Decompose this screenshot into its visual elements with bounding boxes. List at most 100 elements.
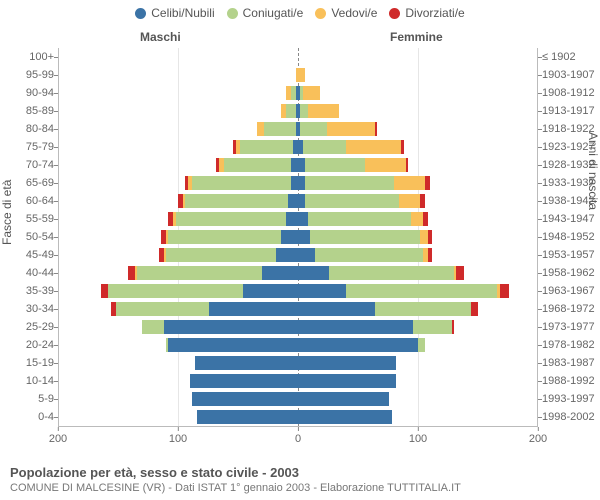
x-tick: 100	[409, 427, 427, 445]
bar-segment	[298, 212, 308, 226]
x-tick-label: 200	[49, 433, 67, 445]
bar-segment	[224, 158, 291, 172]
bar-segment	[305, 158, 365, 172]
bar-male	[159, 248, 298, 262]
bar-segment	[298, 356, 396, 370]
age-label: 70-74	[10, 156, 54, 174]
legend-label: Vedovi/e	[331, 6, 377, 20]
birth-year-label: 1938-1942	[542, 192, 596, 210]
bar-female	[298, 86, 320, 100]
age-label: 60-64	[10, 192, 54, 210]
bar-male	[257, 122, 298, 136]
bar-male	[166, 338, 298, 352]
birth-year-label: 1933-1937	[542, 174, 596, 192]
bar-male	[192, 392, 298, 406]
bar-segment	[168, 230, 281, 244]
bar-segment	[298, 158, 305, 172]
bar-segment	[298, 248, 315, 262]
chart-subtitle: COMUNE DI MALCESINE (VR) - Dati ISTAT 1°…	[10, 482, 590, 494]
bar-segment	[298, 230, 310, 244]
age-row: 75-791923-1927	[58, 138, 538, 156]
bar-male	[178, 194, 298, 208]
bar-segment	[168, 338, 298, 352]
age-row: 95-991903-1907	[58, 66, 538, 84]
age-label: 25-29	[10, 318, 54, 336]
bar-segment	[298, 68, 305, 82]
age-label: 90-94	[10, 84, 54, 102]
bar-female	[298, 338, 425, 352]
bar-segment	[399, 194, 421, 208]
bar-male	[281, 104, 298, 118]
legend-swatch	[389, 8, 400, 19]
bar-segment	[288, 194, 298, 208]
bar-male	[233, 140, 298, 154]
bar-segment	[428, 230, 433, 244]
bar-female	[298, 374, 396, 388]
age-row: 20-241978-1982	[58, 336, 538, 354]
bar-segment	[192, 176, 290, 190]
age-label: 100+	[10, 48, 54, 66]
age-label: 75-79	[10, 138, 54, 156]
legend-swatch	[227, 8, 238, 19]
bar-segment	[401, 140, 403, 154]
age-row: 70-741928-1932	[58, 156, 538, 174]
bar-female	[298, 392, 389, 406]
age-label: 10-14	[10, 372, 54, 390]
age-row: 25-291973-1977	[58, 318, 538, 336]
age-label: 80-84	[10, 120, 54, 138]
bar-segment	[428, 248, 433, 262]
age-label: 50-54	[10, 228, 54, 246]
bar-segment	[375, 122, 377, 136]
birth-year-label: 1968-1972	[542, 300, 596, 318]
bar-segment	[209, 302, 298, 316]
legend-label: Celibi/Nubili	[151, 6, 214, 20]
bar-segment	[142, 320, 164, 334]
bar-female	[298, 104, 339, 118]
bar-segment	[500, 284, 510, 298]
legend-item: Coniugati/e	[227, 6, 304, 20]
bar-segment	[240, 140, 293, 154]
bar-female	[298, 266, 464, 280]
bar-female	[298, 68, 305, 82]
bar-segment	[315, 248, 423, 262]
bar-segment	[164, 320, 298, 334]
age-row: 80-841918-1922	[58, 120, 538, 138]
bar-female	[298, 230, 432, 244]
age-label: 5-9	[10, 390, 54, 408]
birth-year-label: 1963-1967	[542, 282, 596, 300]
bar-segment	[413, 320, 451, 334]
bar-segment	[166, 248, 276, 262]
age-label: 95-99	[10, 66, 54, 84]
bar-female	[298, 212, 428, 226]
bar-segment	[128, 266, 135, 280]
age-label: 85-89	[10, 102, 54, 120]
bar-segment	[298, 320, 413, 334]
birth-year-label: 1988-1992	[542, 372, 596, 390]
birth-year-label: 1978-1982	[542, 336, 596, 354]
bar-segment	[298, 392, 389, 406]
bar-female	[298, 356, 396, 370]
birth-year-label: ≤ 1902	[542, 48, 596, 66]
bar-segment	[420, 194, 425, 208]
bar-segment	[195, 356, 298, 370]
age-label: 15-19	[10, 354, 54, 372]
chart-area: 100+≤ 190295-991903-190790-941908-191285…	[58, 48, 538, 426]
age-row: 90-941908-1912	[58, 84, 538, 102]
birth-year-label: 1953-1957	[542, 246, 596, 264]
age-row: 10-141988-1992	[58, 372, 538, 390]
legend: Celibi/NubiliConiugati/eVedovi/eDivorzia…	[0, 6, 600, 22]
bar-segment	[300, 122, 326, 136]
bar-segment	[298, 266, 329, 280]
header-females: Femmine	[390, 30, 443, 44]
bar-segment	[298, 284, 346, 298]
bar-segment	[298, 410, 392, 424]
age-row: 35-391963-1967	[58, 282, 538, 300]
age-row: 85-891913-1917	[58, 102, 538, 120]
age-row: 30-341968-1972	[58, 300, 538, 318]
bar-segment	[308, 104, 339, 118]
birth-year-label: 1913-1917	[542, 102, 596, 120]
x-tick: 200	[49, 427, 67, 445]
bar-female	[298, 410, 392, 424]
age-label: 0-4	[10, 408, 54, 426]
bar-segment	[137, 266, 262, 280]
